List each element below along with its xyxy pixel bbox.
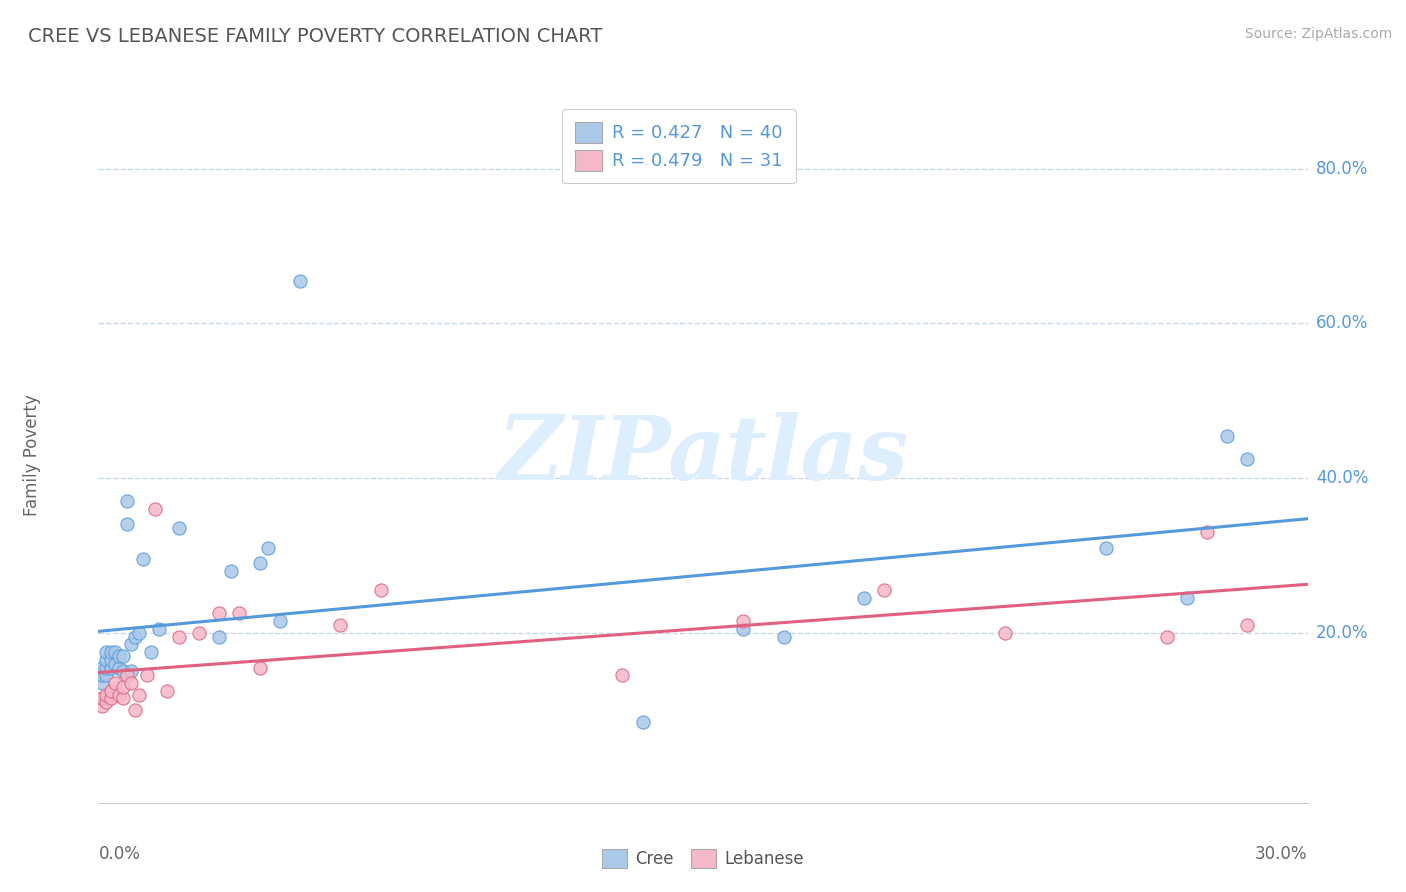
Point [96, 688, 118, 702]
Point [288, 274, 311, 288]
Point [249, 660, 271, 674]
Point [128, 625, 150, 640]
Point [733, 614, 755, 628]
Point [1195, 525, 1218, 540]
Text: Family Poverty: Family Poverty [22, 394, 41, 516]
Text: CREE VS LEBANESE FAMILY POVERTY CORRELATION CHART: CREE VS LEBANESE FAMILY POVERTY CORRELAT… [28, 27, 603, 45]
Point [115, 668, 138, 682]
Point [124, 703, 146, 717]
Text: 80.0%: 80.0% [1316, 160, 1368, 178]
Point [91, 699, 114, 714]
Point [96, 653, 118, 667]
Point [733, 622, 755, 636]
Point [631, 714, 654, 729]
Point [873, 583, 896, 598]
Point [329, 618, 352, 632]
Point [1216, 428, 1239, 442]
Point [96, 668, 118, 682]
Point [132, 552, 155, 566]
Legend: Cree, Lebanese: Cree, Lebanese [596, 842, 810, 874]
Text: 0.0%: 0.0% [98, 845, 141, 863]
Point [91, 668, 114, 682]
Text: ZIPatlas: ZIPatlas [498, 412, 908, 498]
Point [221, 564, 243, 578]
Point [1236, 618, 1258, 632]
Point [143, 502, 166, 516]
Point [111, 680, 134, 694]
Point [111, 665, 134, 679]
Point [148, 622, 170, 636]
Point [103, 657, 125, 671]
Text: 30.0%: 30.0% [1256, 845, 1308, 863]
Point [994, 625, 1017, 640]
Point [208, 630, 231, 644]
Point [853, 591, 876, 605]
Point [100, 653, 122, 667]
Point [156, 683, 179, 698]
Point [1175, 591, 1198, 605]
Point [91, 676, 114, 690]
Point [111, 648, 134, 663]
Point [188, 625, 211, 640]
Point [100, 660, 122, 674]
Point [120, 637, 142, 651]
Point [100, 691, 122, 706]
Point [115, 517, 138, 532]
Text: Source: ZipAtlas.com: Source: ZipAtlas.com [1244, 27, 1392, 41]
Point [124, 630, 146, 644]
Point [111, 691, 134, 706]
Point [100, 683, 122, 698]
Text: 20.0%: 20.0% [1316, 624, 1368, 641]
Point [167, 521, 190, 535]
Point [120, 676, 142, 690]
Point [91, 660, 114, 674]
Point [370, 583, 392, 598]
Point [1095, 541, 1118, 555]
Point [96, 645, 118, 659]
Point [249, 556, 271, 570]
Point [107, 660, 129, 674]
Point [115, 494, 138, 508]
Point [135, 668, 157, 682]
Point [139, 645, 162, 659]
Point [103, 676, 125, 690]
Point [1236, 451, 1258, 466]
Point [256, 541, 278, 555]
Point [103, 645, 125, 659]
Point [107, 648, 129, 663]
Point [772, 630, 794, 644]
Point [167, 630, 190, 644]
Point [208, 607, 231, 621]
Point [100, 645, 122, 659]
Point [120, 665, 142, 679]
Point [1156, 630, 1178, 644]
Point [96, 660, 118, 674]
Point [228, 607, 250, 621]
Point [96, 695, 118, 709]
Text: 60.0%: 60.0% [1316, 315, 1368, 333]
Point [269, 614, 291, 628]
Point [612, 668, 634, 682]
Text: 40.0%: 40.0% [1316, 469, 1368, 487]
Point [91, 691, 114, 706]
Point [107, 688, 129, 702]
Point [128, 688, 150, 702]
